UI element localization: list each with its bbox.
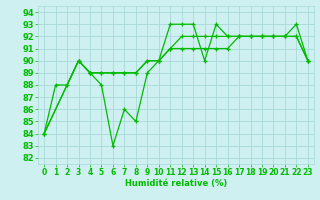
X-axis label: Humidité relative (%): Humidité relative (%): [125, 179, 227, 188]
